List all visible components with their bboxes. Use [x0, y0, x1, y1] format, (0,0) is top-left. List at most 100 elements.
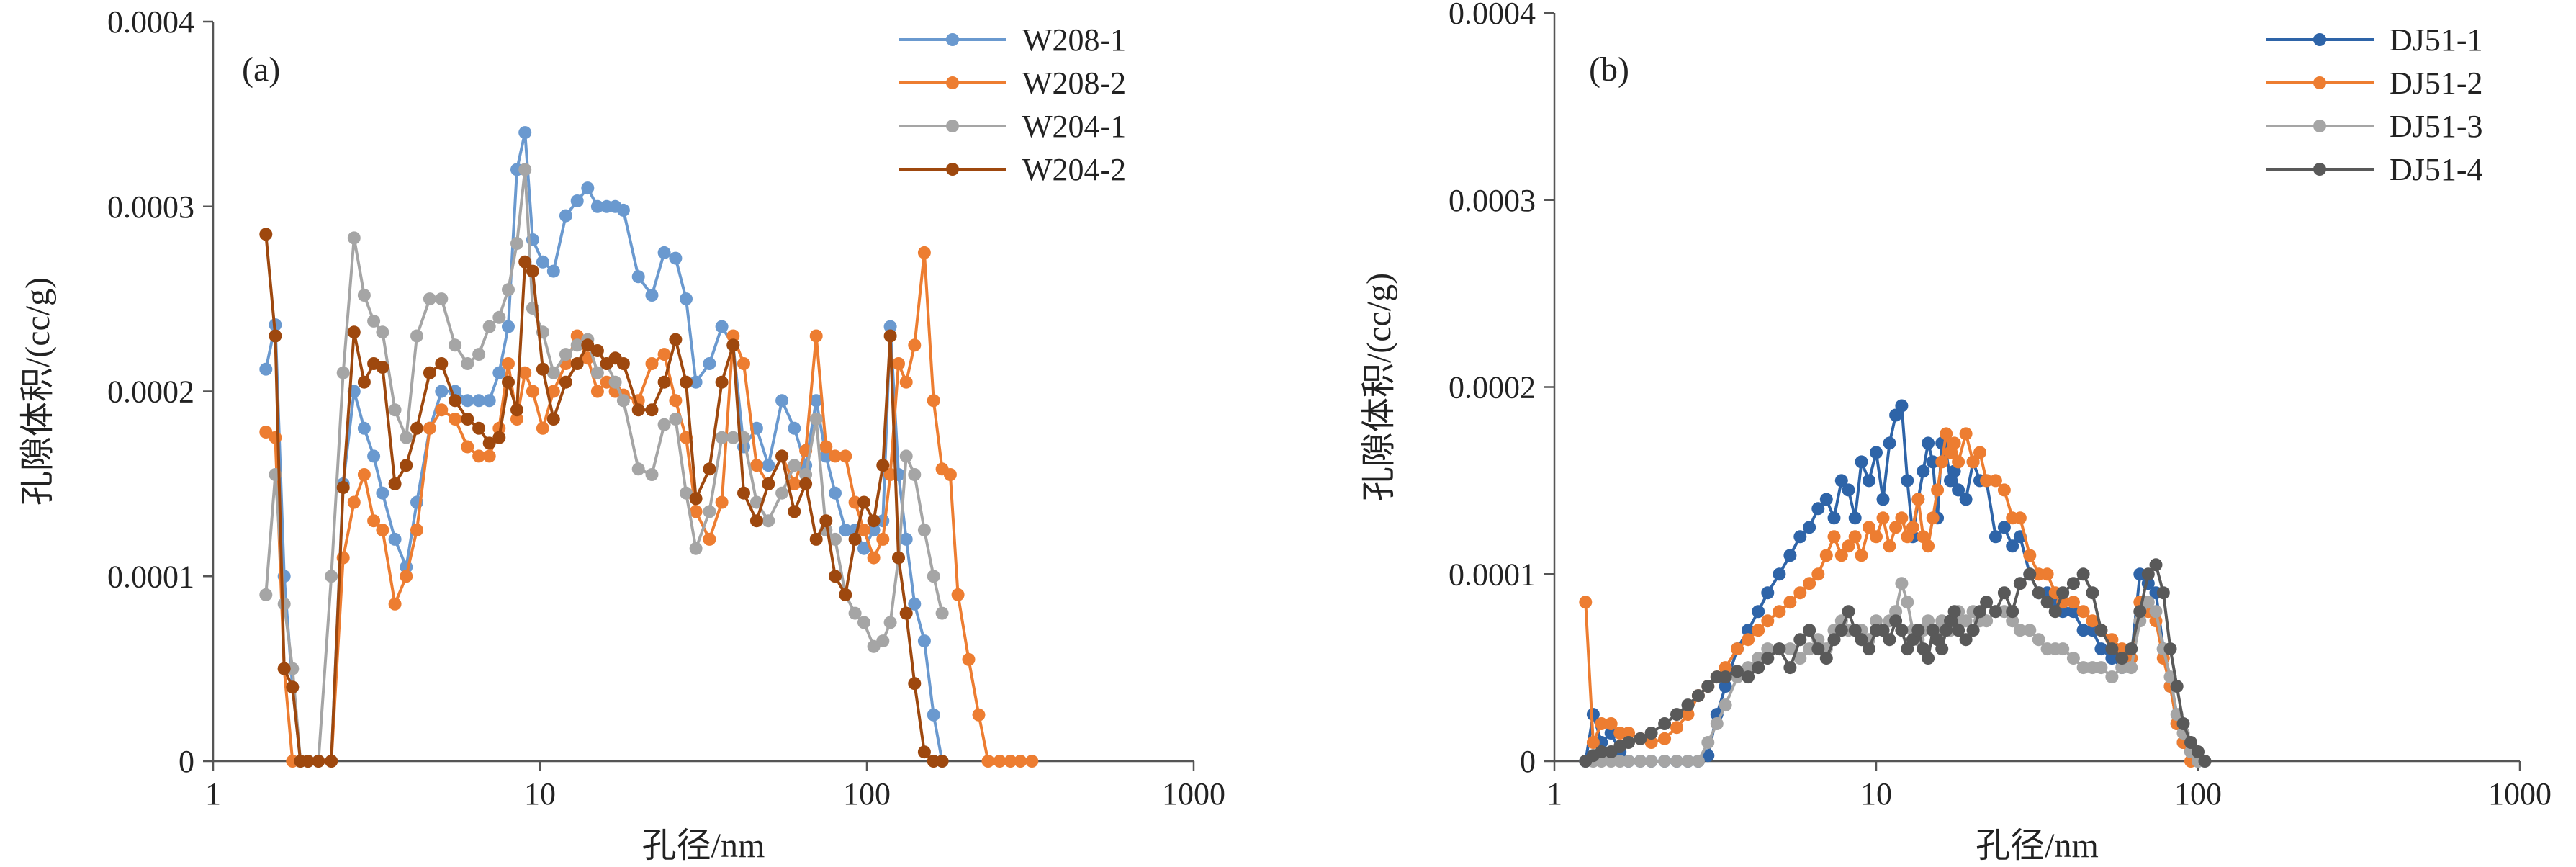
- chart2-data-point: [2032, 586, 2045, 600]
- chart2-y-tick-label: 0.0001: [1449, 557, 1536, 592]
- chart2-data-point: [2076, 605, 2090, 619]
- chart1-data-point: [927, 708, 940, 722]
- chart1-data-point: [325, 570, 338, 583]
- chart1-data-point: [962, 652, 976, 666]
- chart2-data-point: [1980, 596, 1994, 609]
- chart2-data-point: [1752, 652, 1765, 665]
- chart2-data-point: [1922, 436, 1935, 450]
- chart2-data-point: [2048, 605, 2062, 619]
- chart2-data-point: [1586, 736, 1600, 749]
- chart2-data-point: [1742, 670, 1755, 684]
- chart2-data-point: [1940, 427, 1953, 441]
- chart2-legend-entry: DJ51-2: [2266, 66, 2483, 101]
- chart1-data-point: [526, 385, 539, 398]
- chart2-y-tick-label: 0.0004: [1449, 0, 1536, 31]
- chart2-data-point: [2125, 661, 2138, 675]
- chart2-data-point: [1870, 446, 1883, 459]
- chart1-data-point: [616, 203, 630, 217]
- chart1-data-point: [336, 366, 350, 379]
- chart1-data-point: [435, 357, 449, 370]
- chart1-data-point: [715, 375, 729, 389]
- chart1-data-point: [839, 524, 852, 537]
- chart2-legend-label: DJ51-1: [2390, 22, 2483, 58]
- chart1-data-point: [1004, 755, 1017, 768]
- chart1-data-point: [788, 505, 801, 518]
- chart1-legend-label: W204-2: [1022, 152, 1126, 187]
- chart2-data-point: [1773, 642, 1786, 656]
- chart1-data-point: [277, 662, 291, 675]
- chart1-data-point: [680, 486, 693, 500]
- chart1-data-point: [993, 755, 1006, 768]
- chart2-data-point: [1980, 474, 1994, 488]
- chart1-data-point: [492, 366, 506, 379]
- chart1-data-point: [570, 357, 584, 370]
- chart2-panel-label: (b): [1589, 50, 1629, 89]
- chart1-data-point: [935, 606, 949, 620]
- chart2-data-point: [1889, 605, 1903, 619]
- chart2-data-point: [1863, 642, 1875, 656]
- chart2-data-point: [1681, 708, 1695, 722]
- chart1-data-point: [908, 597, 922, 611]
- chart2-data-point: [1966, 624, 1980, 637]
- chart2-data-point: [1895, 511, 1909, 525]
- chart1-data-point: [410, 421, 423, 435]
- chart1-data-point: [935, 755, 949, 768]
- chart1-data-point: [259, 588, 273, 601]
- chart2-data-point: [1842, 539, 1855, 553]
- chart1-data-point: [357, 375, 371, 389]
- chart1-x-tick-label: 100: [843, 776, 891, 812]
- chart2-data-point: [2056, 642, 2070, 656]
- chart1-data-point: [839, 588, 852, 601]
- chart1-data-point: [848, 532, 862, 546]
- chart1-data-point: [829, 532, 842, 546]
- chart1-data-point: [536, 362, 549, 376]
- chart2-data-point: [2115, 642, 2129, 656]
- chart2-data-point: [1783, 596, 1797, 609]
- chart1-data-point: [762, 459, 775, 472]
- chart2-data-point: [1973, 446, 1986, 459]
- chart1-data-point: [546, 385, 560, 398]
- chart1-y-tick-label: 0: [179, 744, 194, 779]
- chart1-data-point: [689, 505, 703, 518]
- chart2-data-point: [1761, 652, 1775, 665]
- chart1-data-point: [347, 231, 361, 245]
- chart2-data-point: [1793, 530, 1807, 544]
- chart2-data-point: [1848, 511, 1862, 525]
- chart1-data-point: [492, 310, 506, 324]
- chart1-data-point: [482, 320, 496, 333]
- chart2-data-point: [1670, 721, 1683, 735]
- chart1-y-tick-label: 0.0004: [107, 4, 194, 40]
- chart2-data-point: [1742, 633, 1755, 647]
- chart2-data-point: [1658, 717, 1672, 730]
- chart2-data-point: [1819, 652, 1833, 665]
- chart1-data-point: [518, 126, 532, 140]
- chart2-y-axis-title: 孔隙体积/(cc/g): [1360, 273, 1398, 501]
- chart2-data-point: [1670, 708, 1683, 722]
- chart2-data-point: [1922, 539, 1935, 553]
- chart2-data-point: [1595, 717, 1608, 730]
- chart1-data-point: [510, 237, 523, 251]
- chart1-data-point: [917, 745, 931, 759]
- chart1-data-point: [608, 375, 622, 389]
- chart2-data-point: [1719, 661, 1732, 675]
- chart1-data-point: [570, 194, 584, 207]
- chart1-data-point: [972, 708, 986, 722]
- chart1-data-point: [715, 495, 729, 509]
- chart1-data-point: [899, 449, 913, 463]
- chart1-data-point: [669, 251, 683, 265]
- chart1-data-point: [645, 357, 659, 370]
- chart1-data-point: [829, 449, 842, 463]
- chart1-data-point: [502, 357, 515, 370]
- chart1-data-point: [799, 477, 813, 490]
- chart1-data-point: [669, 333, 683, 346]
- chart2-data-point: [2032, 633, 2045, 647]
- chart1-data-point: [269, 329, 282, 343]
- chart2-data-point: [1710, 717, 1724, 730]
- chart1-x-axis-title: 孔径/nm: [642, 827, 765, 865]
- chart1-data-point: [502, 375, 515, 389]
- chart1-data-point: [546, 366, 560, 379]
- chart2-data-point: [2156, 586, 2170, 600]
- chart2-data-point: [2115, 661, 2129, 675]
- chart1-data-point: [857, 616, 870, 629]
- chart1-data-point: [908, 468, 922, 481]
